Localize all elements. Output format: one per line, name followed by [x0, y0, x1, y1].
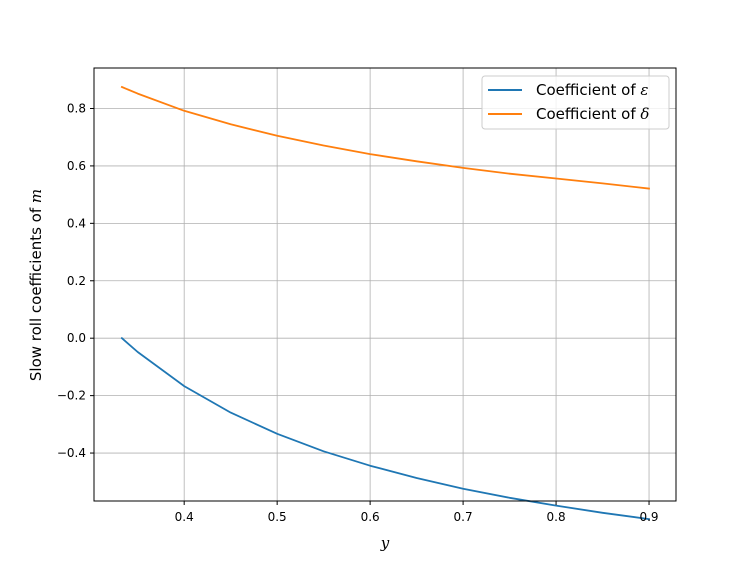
- x-tick-label: 0.4: [175, 510, 194, 524]
- series-line-epsilon: [120, 336, 651, 521]
- y-tick-label: 0.2: [67, 274, 86, 288]
- series-lines: [120, 85, 651, 521]
- y-tick-label: 0.8: [67, 101, 86, 115]
- y-tick-label: 0.0: [67, 331, 86, 345]
- x-tick-label: 0.5: [268, 510, 287, 524]
- y-axis-label-text: Slow roll coefficients of: [27, 203, 45, 381]
- y-axis-label-math: m: [27, 189, 45, 203]
- x-tick-label: 0.9: [639, 510, 658, 524]
- plot-frame: [93, 67, 677, 502]
- grid: [94, 68, 676, 501]
- x-tick-label: 0.6: [361, 510, 380, 524]
- legend-label-delta-math: δ: [640, 105, 649, 123]
- y-axis: −0.4 −0.2 0.0 0.2 0.4 0.6 0.8: [57, 101, 94, 460]
- x-axis-label: y: [380, 534, 390, 552]
- x-axis: 0.4 0.5 0.6 0.7 0.8 0.9: [175, 501, 659, 524]
- legend-label-epsilon: Coefficient of ε: [536, 81, 648, 99]
- legend-label-delta-text: Coefficient of: [536, 105, 640, 123]
- legend-label-epsilon-text: Coefficient of: [536, 81, 640, 99]
- series-line-delta: [120, 85, 650, 190]
- y-tick-label: 0.6: [67, 159, 86, 173]
- y-tick-label: 0.4: [67, 216, 86, 230]
- legend: Coefficient of ε Coefficient of δ: [481, 75, 670, 130]
- y-axis-label: Slow roll coefficients of m: [27, 189, 45, 381]
- legend-label-epsilon-math: ε: [640, 81, 648, 99]
- y-tick-label: −0.4: [57, 446, 86, 460]
- x-tick-label: 0.7: [454, 510, 473, 524]
- legend-label-delta: Coefficient of δ: [536, 105, 649, 123]
- legend-box: [481, 75, 670, 130]
- y-tick-label: −0.2: [57, 389, 86, 403]
- x-tick-label: 0.8: [547, 510, 566, 524]
